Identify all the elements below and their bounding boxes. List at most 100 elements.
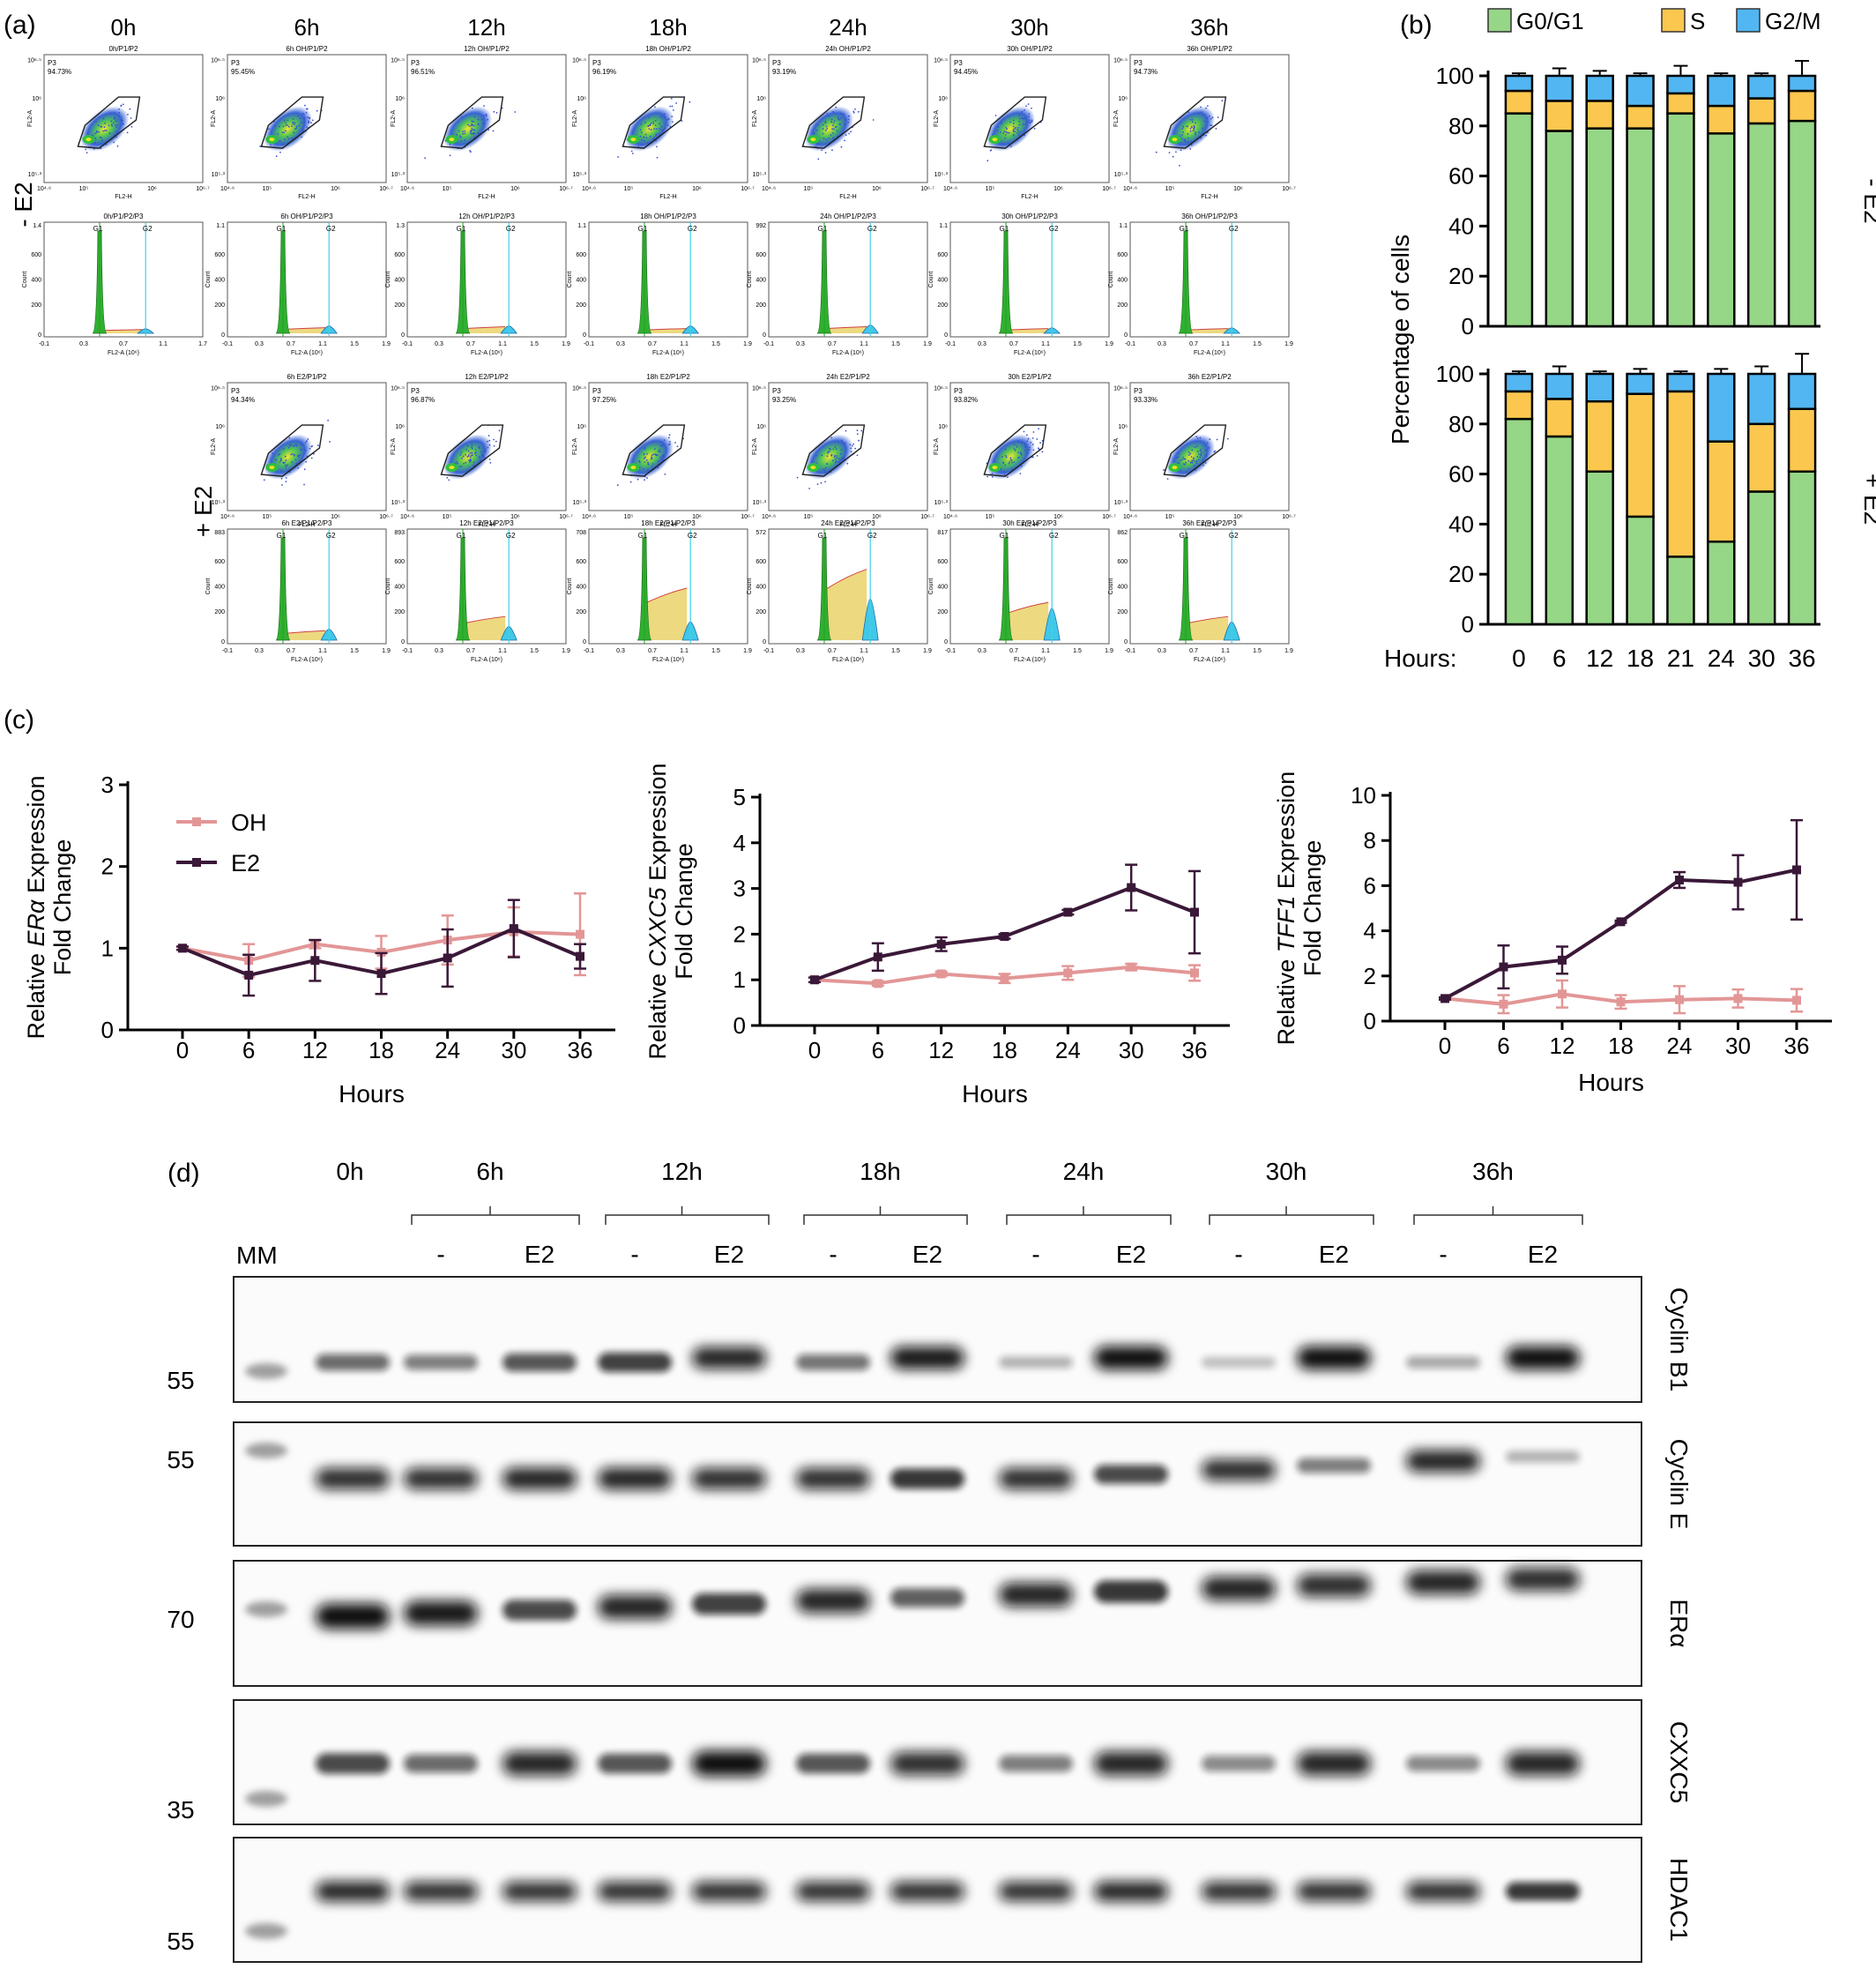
x-tick: -0.1	[222, 648, 233, 654]
y-axis-label-line1: Relative TFF1 Expression	[1273, 772, 1299, 1046]
marker-band	[245, 1791, 287, 1807]
event-dot	[649, 124, 651, 127]
event-dot	[830, 436, 833, 439]
gate-polygon	[622, 424, 686, 477]
x-tick: 1.5	[1073, 648, 1082, 654]
gate-label: P3	[954, 387, 963, 395]
scatter-title: 36h OH/P1/P2	[1187, 45, 1232, 53]
g1-label: G1	[277, 532, 287, 540]
event-dot	[656, 156, 659, 159]
event-dot	[480, 453, 483, 456]
event-dot	[1028, 116, 1030, 117]
y-tick: 200	[756, 609, 766, 615]
y-axis-label-line1: Relative CXXC5 Expression	[644, 763, 671, 1059]
protein-band-lane-1	[316, 1753, 390, 1774]
y-tick-zero: 0	[583, 639, 586, 645]
event-dot	[98, 131, 100, 133]
event-dot	[1017, 441, 1019, 444]
series-oh	[808, 962, 1201, 988]
x-axis-label: FL2-H	[839, 194, 856, 200]
event-dot	[1194, 446, 1196, 448]
event-dot	[1195, 133, 1196, 136]
event-dot	[470, 459, 472, 462]
bar-g2-m-12h	[1585, 372, 1614, 403]
event-dot	[1190, 461, 1192, 463]
event-dot	[834, 126, 837, 128]
event-dot	[1190, 456, 1193, 458]
event-dot	[483, 115, 486, 116]
event-dot	[1182, 457, 1184, 459]
event-dot	[285, 122, 287, 124]
y-axis-label-prefix: Relative	[1273, 952, 1299, 1045]
y-tick-zero: 0	[221, 332, 225, 339]
x-tick: 1.1	[159, 341, 168, 347]
event-dot	[1191, 126, 1193, 129]
event-dot	[852, 110, 855, 113]
protein-band-lane-13	[1506, 1751, 1580, 1776]
bar-s-30h	[1746, 422, 1776, 493]
event-dot	[1189, 452, 1192, 455]
event-dot	[484, 451, 487, 453]
protein-band-lane-11	[1297, 1573, 1371, 1598]
x-tick: 10⁶	[331, 186, 340, 192]
event-dot	[643, 453, 645, 456]
treatment-label-control: -	[630, 1241, 638, 1268]
blot-protein-label: ERα	[1665, 1599, 1693, 1647]
event-dot	[1001, 123, 1002, 124]
y-tick-label: 0	[101, 1017, 114, 1043]
event-dot	[1016, 129, 1018, 131]
event-dot	[481, 123, 484, 124]
x-tick: 10⁴·⁶	[762, 186, 776, 192]
histogram-frame	[406, 221, 567, 338]
event-dot	[471, 129, 473, 131]
y-tick: 10⁶·⁵	[752, 58, 766, 64]
event-dot	[1031, 108, 1032, 109]
event-dot	[301, 136, 303, 138]
x-tick: 0.3	[978, 648, 986, 654]
bar-g2-m-24h	[1707, 74, 1736, 108]
event-dot	[305, 111, 308, 114]
blot-time-label-18h: 18h	[860, 1158, 901, 1185]
x-tick: -0.1	[1125, 648, 1135, 654]
treatment-label-control: -	[1234, 1241, 1242, 1268]
x-axis-label: Hours	[339, 1080, 405, 1108]
event-dot	[1187, 137, 1189, 139]
event-dot	[656, 145, 658, 148]
x-tick: 10⁶·⁷	[1282, 514, 1296, 520]
event-dot	[675, 102, 677, 104]
event-dot	[832, 448, 835, 451]
protein-band-lane-8	[999, 1755, 1073, 1772]
event-dot	[274, 124, 276, 127]
y-tick: 10⁶	[577, 96, 586, 102]
histogram-frame	[1129, 221, 1290, 338]
event-dot	[654, 120, 657, 122]
event-dot	[1197, 453, 1200, 455]
event-dot	[657, 466, 659, 469]
event-dot	[1200, 448, 1202, 451]
x-tick: 10⁴·⁶	[220, 186, 234, 192]
event-dot	[465, 453, 466, 456]
panel-label-c: (c)	[4, 705, 34, 735]
event-dot	[986, 475, 988, 478]
x-tick: 1.1	[318, 341, 327, 347]
y-tick: 10⁶	[1118, 424, 1128, 430]
x-tick: 10⁴·⁶	[1123, 514, 1137, 520]
event-dot	[465, 449, 467, 451]
time-label-0h: 0h	[111, 14, 137, 41]
event-dot	[1209, 438, 1211, 440]
event-dot	[640, 123, 643, 125]
event-dot	[816, 123, 819, 126]
bar-g2-m-18h	[1626, 372, 1655, 395]
event-dot	[671, 105, 674, 108]
x-tick: 0.3	[255, 341, 264, 347]
bar-s-21h	[1666, 92, 1695, 115]
x-tick: 0.3	[978, 341, 986, 347]
event-dot	[1172, 155, 1174, 158]
y-tick-zero: 0	[583, 332, 586, 339]
event-dot	[293, 445, 295, 447]
event-dot	[100, 125, 102, 128]
event-dot	[647, 142, 649, 144]
x-tick-label: 24	[1667, 1033, 1693, 1059]
x-tick-label: 6	[242, 1037, 255, 1063]
